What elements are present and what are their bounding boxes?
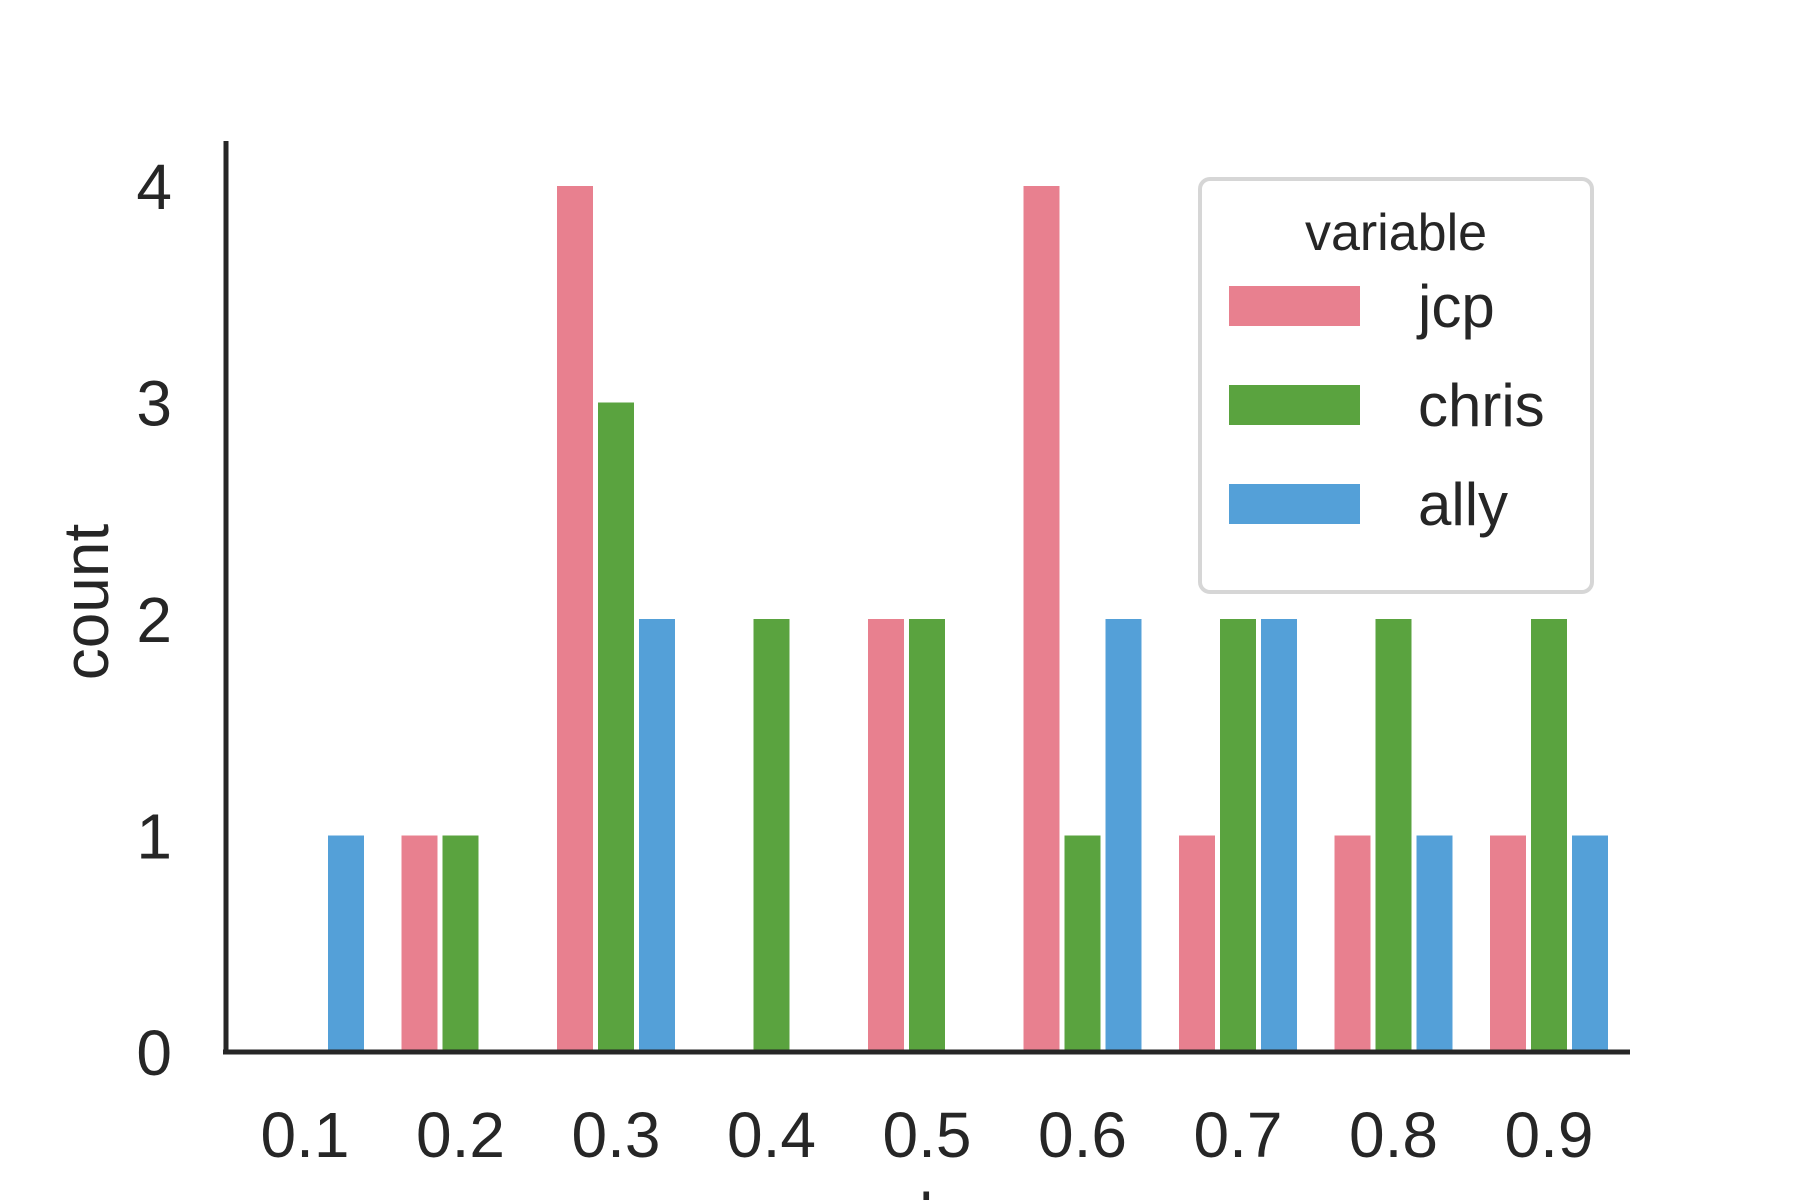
- legend-swatch-ally: [1229, 484, 1360, 524]
- x-axis-label: value: [852, 1180, 1005, 1200]
- x-tick-label: 0.9: [1505, 1099, 1594, 1171]
- x-tick-label: 0.2: [416, 1099, 505, 1171]
- legend-swatch-chris: [1229, 385, 1360, 425]
- bar-chris-0.5: [909, 619, 945, 1052]
- bar-jcp-0.2: [401, 835, 438, 1052]
- legend-swatch-jcp: [1229, 286, 1360, 326]
- y-tick-label: 0: [136, 1017, 172, 1089]
- bar-jcp-0.3: [557, 186, 593, 1052]
- bar-jcp-0.6: [1023, 186, 1060, 1052]
- bar-ally-0.8: [1416, 835, 1453, 1052]
- legend: variable jcp chris ally: [1198, 177, 1594, 594]
- bar-jcp-0.7: [1179, 835, 1215, 1052]
- x-tick-label: 0.7: [1194, 1099, 1283, 1171]
- bar-chris-0.2: [442, 835, 479, 1052]
- y-axis-label: count: [50, 524, 122, 681]
- bar-chris-0.6: [1064, 835, 1101, 1052]
- y-tick-label: 2: [136, 584, 172, 656]
- legend-label-ally: ally: [1418, 471, 1508, 538]
- bar-jcp-0.5: [868, 619, 904, 1052]
- legend-label-chris: chris: [1418, 372, 1545, 439]
- legend-label-jcp: jcp: [1416, 273, 1495, 340]
- bar-ally-0.3: [639, 619, 675, 1052]
- y-tick-label: 1: [136, 801, 172, 873]
- bar-chris-0.3: [598, 402, 634, 1052]
- bar-ally-0.6: [1105, 619, 1142, 1052]
- x-tick-label: 0.6: [1038, 1099, 1127, 1171]
- x-tick-label: 0.3: [572, 1099, 661, 1171]
- bar-chris-0.7: [1220, 619, 1256, 1052]
- bar-jcp-0.8: [1334, 835, 1371, 1052]
- bar-ally-0.7: [1261, 619, 1297, 1052]
- y-tick-labels: 0 1 2 3 4: [136, 151, 172, 1089]
- bar-jcp-0.9: [1490, 835, 1526, 1052]
- x-tick-label: 0.8: [1349, 1099, 1438, 1171]
- bar-chris-0.8: [1375, 619, 1412, 1052]
- bar-chris-0.9: [1531, 619, 1567, 1052]
- bar-ally-0.1: [328, 835, 364, 1052]
- x-tick-label: 0.5: [883, 1099, 972, 1171]
- legend-items: jcp chris ally: [1229, 273, 1545, 538]
- bar-chris-0.4: [753, 619, 790, 1052]
- bar-ally-0.9: [1572, 835, 1608, 1052]
- y-tick-label: 3: [136, 368, 172, 440]
- y-tick-label: 4: [136, 151, 172, 223]
- bars-group: [328, 186, 1608, 1052]
- x-tick-labels: 0.1 0.2 0.3 0.4 0.5 0.6 0.7 0.8 0.9: [261, 1099, 1594, 1171]
- legend-title: variable: [1305, 204, 1487, 262]
- x-tick-label: 0.1: [261, 1099, 350, 1171]
- x-tick-label: 0.4: [727, 1099, 816, 1171]
